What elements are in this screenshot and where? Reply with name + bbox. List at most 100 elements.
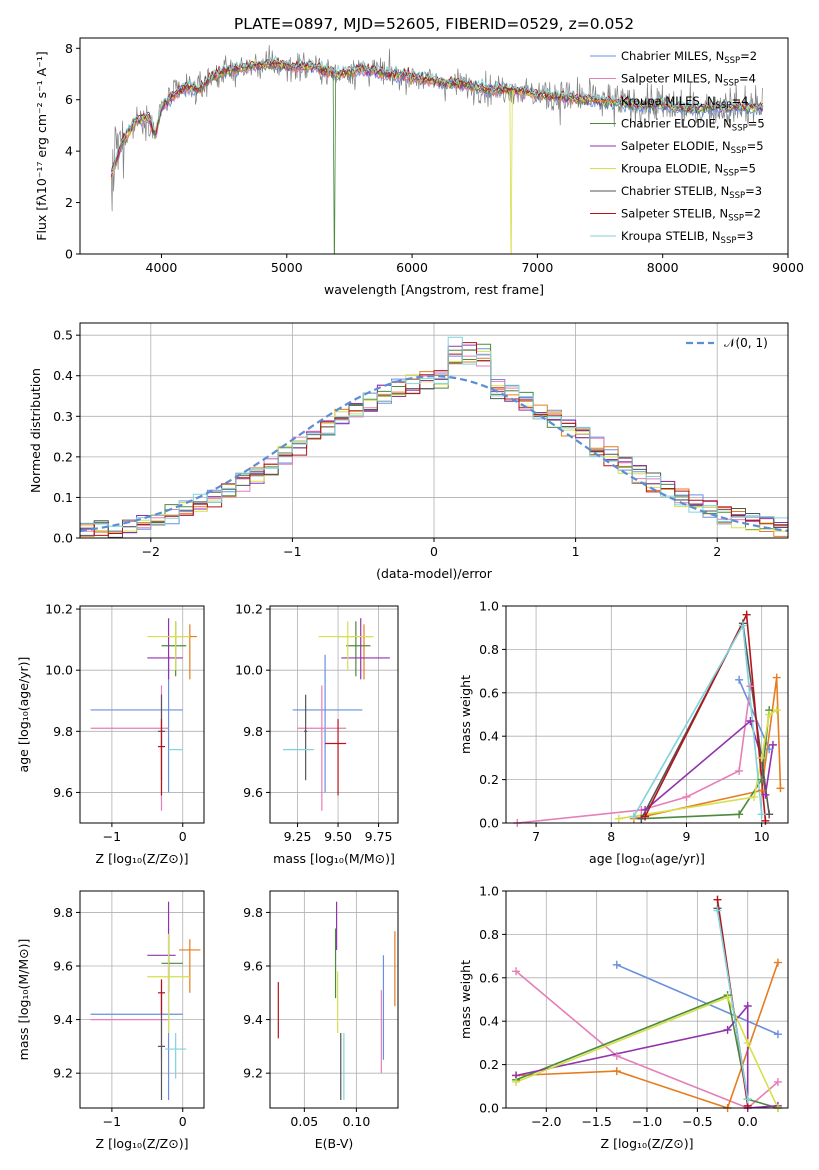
plus-marker: [713, 906, 722, 915]
y-tick-label: 9.6: [243, 959, 263, 974]
x-tick-label: 7000: [521, 260, 553, 275]
plus-marker: [743, 1038, 752, 1047]
y-axis-label: mass weight: [458, 960, 473, 1039]
x-tick-label: 7: [532, 829, 540, 844]
plus-marker: [773, 958, 782, 967]
x-tick-label: −1: [103, 1114, 121, 1129]
y-tick-label: 9.2: [243, 1066, 263, 1081]
plot-area: [517, 611, 782, 823]
x-tick-label: 5000: [271, 260, 303, 275]
y-axis-label: Flux [fλ10⁻¹⁷ erg cm⁻² s⁻¹ A⁻¹]: [34, 51, 49, 240]
x-axis-label: age [log₁₀(age/yr)]: [589, 851, 705, 866]
series-line-salpeter_stelib: [644, 611, 767, 821]
x-tick-label: 9.50: [324, 829, 352, 844]
y-tick-label: 9.8: [53, 905, 73, 920]
y-axis-label: Normed distribution: [28, 368, 43, 493]
y-tick-label: 1.0: [479, 599, 499, 614]
legend-label: Salpeter ELODIE, NSSP=5: [621, 139, 764, 156]
series-line-salpeter_miles: [515, 970, 779, 1108]
legend-label: Kroupa STELIB, NSSP=3: [621, 229, 753, 246]
y-tick-label: 10.0: [235, 663, 263, 678]
plus-marker: [773, 1030, 782, 1039]
x-axis-label: Z [log₁₀(Z/Z⊙)]: [601, 1136, 694, 1151]
x-axis-label: E(B-V): [315, 1136, 354, 1151]
data-point-salpeter_stelib: [157, 979, 166, 1015]
plot-area: [282, 618, 390, 811]
x-tick-label: 9.25: [284, 829, 312, 844]
x-tick-label: 0.10: [342, 1114, 370, 1129]
plus-marker: [773, 1077, 782, 1086]
plus-marker: [612, 1051, 621, 1060]
y-tick-label: 0.3: [53, 409, 73, 424]
residual-histogram-panel: −2 −1 0 1 2 0.0 0.1 0.2 0.3 0.4 0.5 (data-model)/er…: [28, 322, 789, 581]
data-point-salpeter_elodie: [147, 901, 176, 993]
plus-marker: [612, 1067, 621, 1076]
mass-weight-vs-metallicity-panel: −2.0 −1.5 −1.0 −0.5 0.0 0.0 0.2 0.4 0.6 0.8 1.0 Z […: [458, 884, 789, 1151]
y-tick-label: 0.5: [53, 328, 73, 343]
x-tick-label: 4000: [146, 260, 178, 275]
y-tick-label: 0.4: [53, 368, 73, 383]
data-point-salpeter_stelib: [325, 719, 347, 796]
y-tick-label: 1.0: [479, 884, 499, 899]
y-tick-label: 0.0: [479, 1101, 499, 1116]
x-axis-label: Z [log₁₀(Z/Z⊙)]: [96, 851, 189, 866]
x-tick-label: 10: [754, 829, 770, 844]
plus-marker: [757, 753, 766, 762]
data-point-chabrier_stelib: [304, 694, 308, 781]
x-axis-label: (data-model)/error: [376, 566, 493, 581]
model-spectrum-kroupa_stelib: [111, 54, 764, 171]
legend-label: Kroupa MILES, NSSP=4: [621, 94, 748, 111]
series-line-chabrier_elodie: [515, 994, 779, 1108]
plus-marker: [772, 706, 781, 715]
series-line-kroupa_stelib: [716, 910, 749, 1100]
plus-marker: [742, 610, 751, 619]
y-tick-label: 8: [65, 41, 73, 56]
y-tick-label: 0.8: [479, 927, 499, 942]
figure-title: PLATE=0897, MJD=52605, FIBERID=0529, z=0…: [234, 15, 634, 33]
plot-area: [277, 901, 396, 1100]
mass-vs-metallicity-panel: −1 0 9.2 9.4 9.6 9.8 Z [log₁₀(Z/Z⊙)] mass [log₁…: [16, 890, 205, 1151]
y-tick-label: 9.2: [53, 1066, 73, 1081]
data-point-kroupa_miles: [338, 624, 371, 680]
series-line-chabrier_miles: [738, 679, 770, 750]
plus-marker: [743, 1095, 752, 1104]
y-tick-label: 6: [65, 92, 73, 107]
y-tick-label: 9.6: [53, 959, 73, 974]
plus-marker: [682, 792, 691, 801]
y-axis-label: age [log₁₀(age/yr)]: [16, 657, 31, 773]
plus-marker: [757, 775, 766, 784]
mass-weight-vs-age-panel: 7 8 9 10 0.0 0.2 0.4 0.6 0.8 1.0 age [log₁₀(age/yr…: [458, 599, 789, 866]
x-tick-label: 0: [179, 1114, 187, 1129]
plus-marker: [746, 682, 755, 691]
x-tick-label: −0.5: [682, 1114, 712, 1129]
axes-frame: [505, 605, 789, 824]
y-tick-label: 10.2: [235, 602, 263, 617]
plus-marker: [765, 810, 774, 819]
legend-label: Salpeter MILES, NSSP=4: [621, 72, 756, 89]
plus-marker: [761, 816, 770, 825]
x-tick-label: −2.0: [531, 1114, 561, 1129]
y-tick-label: 0.0: [53, 531, 73, 546]
y-tick-label: 0.4: [479, 1014, 499, 1029]
legend-label: Chabrier ELODIE, NSSP=5: [621, 117, 765, 134]
series-line-kroupa_miles: [633, 677, 782, 820]
x-tick-label: 0: [430, 544, 438, 559]
histogram-salpeter_stelib: [80, 342, 788, 538]
mass-vs-ebv-panel: 0.05 0.10 9.2 9.4 9.6 9.8 E(B-V): [243, 890, 399, 1151]
plus-marker: [723, 1025, 732, 1034]
plus-marker: [772, 673, 781, 682]
x-tick-label: 8: [607, 829, 615, 844]
y-tick-label: 0.2: [53, 449, 73, 464]
y-tick-label: 0.4: [479, 729, 499, 744]
y-tick-label: 9.8: [243, 905, 263, 920]
legend: Chabrier MILES, NSSP=2 Salpeter MILES, NS…: [590, 49, 765, 246]
axes-frame: [79, 605, 205, 824]
y-tick-label: 9.8: [53, 724, 73, 739]
series-line-kroupa_stelib: [633, 622, 763, 817]
y-tick-label: 9.6: [53, 785, 73, 800]
y-tick-label: 9.4: [243, 1012, 263, 1027]
data-point-salpeter_miles: [90, 685, 169, 811]
plus-marker: [761, 790, 770, 799]
y-tick-label: 0: [65, 247, 73, 262]
plus-marker: [614, 814, 623, 823]
